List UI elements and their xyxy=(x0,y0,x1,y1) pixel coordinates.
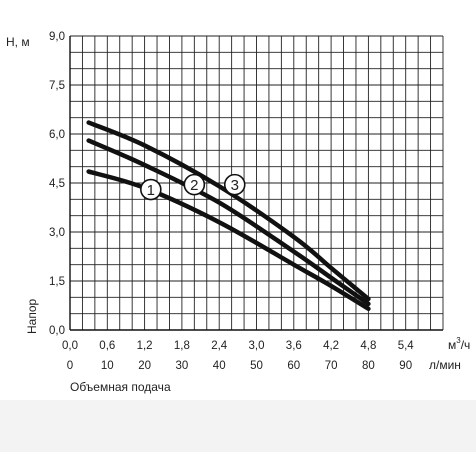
x-tick-label: 4,2 xyxy=(323,340,339,352)
x-tick-label: 0,0 xyxy=(62,340,78,352)
grid-major xyxy=(69,36,443,331)
x-tick-label: 3,0 xyxy=(249,340,265,352)
curve-markers: 1 2 3 xyxy=(140,173,246,201)
x-tick-label: 0,6 xyxy=(99,340,115,352)
x-unit-primary-label: м3/ч xyxy=(448,336,470,352)
x-axis-title: Объемная подача xyxy=(70,380,171,394)
y-axis-title: Напор xyxy=(25,298,39,334)
x-tick-label: 1,2 xyxy=(137,340,153,352)
x2-tick-label: 30 xyxy=(176,360,189,372)
curve-marker-2: 2 xyxy=(183,173,206,196)
series-line-3 xyxy=(86,120,371,302)
pump-curve-chart: 0,0 1,5 3,0 4,5 6,0 7,5 9,0 0,0 0,6 1,2 1,8 2,4 3,0… xyxy=(6,31,470,394)
x-tick-label: 3,6 xyxy=(286,340,302,352)
y-tick-labels: 0,0 1,5 3,0 4,5 6,0 7,5 9,0 xyxy=(49,31,65,337)
x2-tick-label: 10 xyxy=(101,360,114,372)
curve-marker-circle xyxy=(183,173,206,196)
x2-tick-label: 50 xyxy=(250,360,263,372)
x2-tick-label: 80 xyxy=(362,360,375,372)
x2-tick-label: 40 xyxy=(213,360,226,372)
series-line-2 xyxy=(86,138,371,307)
x-tick-label: 5,4 xyxy=(398,340,415,352)
x2-tick-label: 60 xyxy=(287,360,300,372)
x2-tick-labels: 0 10 20 30 40 50 60 70 80 90 xyxy=(67,360,412,372)
y-tick-label: 9,0 xyxy=(49,31,65,43)
y-tick-label: 4,5 xyxy=(49,178,65,190)
x-tick-label: 2,4 xyxy=(211,340,228,352)
y-tick-label: 0,0 xyxy=(49,325,65,337)
curve-marker-circle xyxy=(223,173,246,196)
x2-tick-label: 20 xyxy=(138,360,151,372)
curve-marker-circle xyxy=(140,178,162,201)
x2-tick-label: 0 xyxy=(67,360,73,372)
x-tick-label: 1,8 xyxy=(174,340,190,352)
y-unit-label: H, м xyxy=(6,35,30,49)
x-tick-labels: 0,0 0,6 1,2 1,8 2,4 3,0 3,6 4,2 4,8 5,4 xyxy=(62,340,414,352)
curve-marker-3: 3 xyxy=(223,173,246,196)
curve-marker-label: 3 xyxy=(231,177,239,194)
y-tick-label: 7,5 xyxy=(49,80,65,92)
y-tick-label: 3,0 xyxy=(49,227,65,239)
curve-marker-1: 1 xyxy=(140,178,162,201)
curve-marker-label: 1 xyxy=(147,182,155,199)
y-tick-label: 6,0 xyxy=(49,129,65,141)
x2-tick-label: 70 xyxy=(325,360,338,372)
chart-svg: 0,0 1,5 3,0 4,5 6,0 7,5 9,0 0,0 0,6 1,2 1,8 2,4 3,0… xyxy=(6,31,470,394)
curve-marker-label: 2 xyxy=(190,177,198,194)
x-unit-secondary-label: л/мин xyxy=(429,358,461,372)
y-tick-label: 1,5 xyxy=(49,276,65,288)
x-tick-label: 4,8 xyxy=(360,340,376,352)
x2-tick-label: 90 xyxy=(399,360,412,372)
footer-background xyxy=(0,400,476,452)
